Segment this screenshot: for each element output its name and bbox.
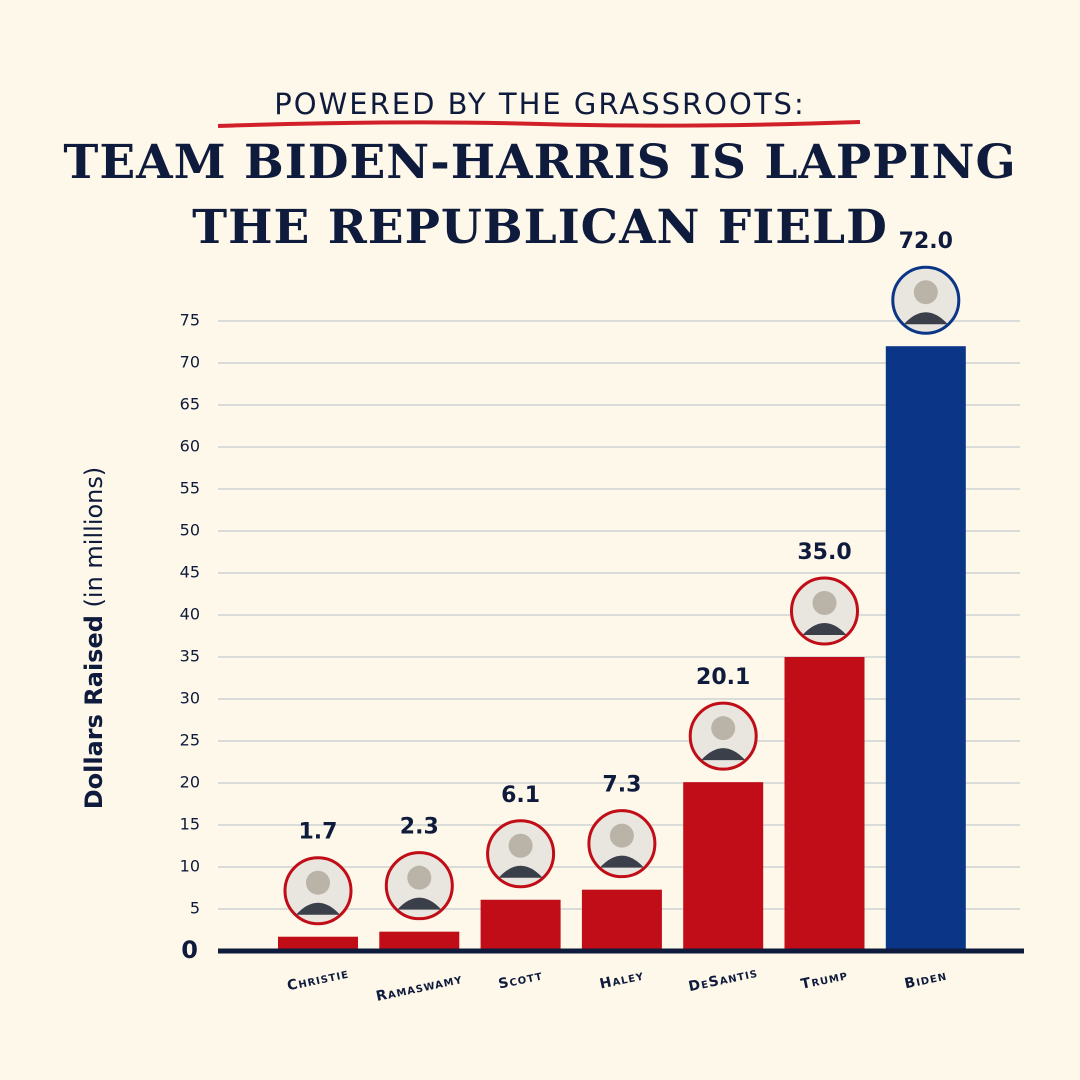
value-label: 2.3 — [400, 815, 439, 840]
portrait-body — [397, 897, 442, 910]
portrait-head — [711, 716, 736, 741]
y-tick-label: 65 — [180, 395, 200, 414]
portrait-head — [609, 823, 634, 848]
x-tick-label: Trump — [800, 967, 850, 993]
value-label: 20.1 — [696, 665, 750, 690]
bar — [683, 782, 764, 951]
portrait-body — [599, 855, 644, 868]
y-tick-label: 10 — [180, 857, 200, 876]
y-tick-label: 75 — [180, 311, 200, 330]
portrait-body — [701, 748, 746, 761]
value-label: 72.0 — [899, 229, 953, 254]
y-tick-label: 40 — [180, 605, 200, 624]
bar — [480, 899, 561, 951]
chart-title: TEAM BIDEN-HARRIS IS LAPPING — [63, 135, 1016, 190]
y-tick-label: 15 — [180, 815, 200, 834]
y-tick-label: 0 — [181, 936, 198, 964]
kicker: POWERED BY THE GRASSROOTS: — [274, 87, 805, 121]
bar — [885, 346, 966, 951]
portrait-body — [296, 902, 340, 915]
bar — [581, 889, 662, 951]
value-label: 6.1 — [501, 783, 540, 808]
bar — [784, 657, 865, 951]
y-tick-label: 5 — [190, 899, 200, 918]
y-tick-label: 70 — [180, 353, 200, 372]
y-tick-label: 55 — [180, 479, 200, 498]
y-tick-label: 45 — [180, 563, 200, 582]
x-tick-label: DeSantis — [687, 965, 759, 995]
y-tick-label: 60 — [180, 437, 200, 456]
value-label: 1.7 — [299, 820, 338, 845]
portrait-head — [508, 833, 533, 858]
portrait-body — [903, 312, 948, 325]
portrait-head — [913, 280, 938, 305]
portrait-body — [802, 623, 847, 635]
y-tick-label: 25 — [180, 731, 200, 750]
value-label: 35.0 — [797, 540, 851, 565]
x-tick-label: Christie — [286, 966, 351, 995]
y-axis-label-unit: (in millions) — [80, 467, 108, 608]
value-label: 7.3 — [602, 773, 641, 798]
portrait-head — [306, 870, 330, 895]
x-tick-label: Ramaswamy — [375, 971, 464, 1005]
y-tick-label: 35 — [180, 647, 200, 666]
x-tick-label: Biden — [903, 968, 948, 993]
portrait-head — [407, 865, 432, 890]
y-tick-label: 50 — [180, 521, 200, 540]
x-tick-label: Haley — [598, 968, 645, 993]
y-tick-label: 20 — [180, 773, 200, 792]
portrait-body — [498, 865, 543, 878]
bar — [278, 936, 358, 951]
y-axis-label-bold: Dollars Raised — [80, 615, 108, 809]
x-tick-label: Scott — [497, 968, 544, 993]
portrait-head — [812, 591, 837, 615]
y-tick-label: 30 — [180, 689, 200, 708]
bar — [379, 931, 460, 951]
y-axis-label: Dollars Raised (in millions) — [80, 467, 108, 810]
chart-title: THE REPUBLICAN FIELD — [192, 200, 888, 255]
underline — [217, 120, 861, 128]
